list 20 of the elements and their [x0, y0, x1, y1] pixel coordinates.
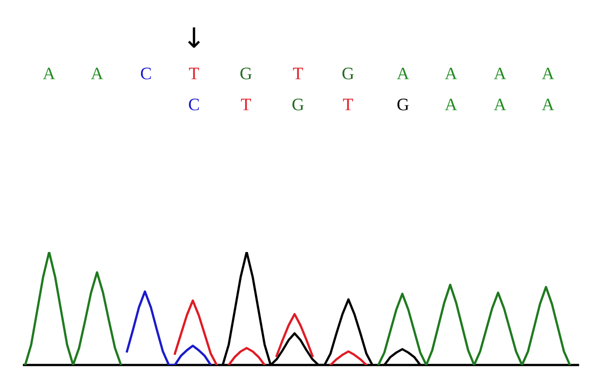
- text: A: [90, 68, 104, 80]
- text: T: [241, 98, 252, 110]
- text: T: [343, 98, 354, 110]
- text: G: [397, 98, 409, 110]
- text: A: [494, 68, 506, 80]
- text: A: [542, 68, 554, 80]
- text: C: [140, 68, 151, 80]
- text: A: [542, 98, 554, 110]
- text: A: [494, 98, 506, 110]
- text: A: [42, 68, 56, 80]
- text: A: [444, 68, 458, 80]
- text: G: [240, 68, 252, 80]
- text: A: [396, 68, 410, 80]
- text: G: [342, 68, 354, 80]
- text: G: [292, 98, 304, 110]
- text: C: [188, 98, 199, 110]
- text: T: [189, 68, 200, 80]
- text: A: [444, 98, 458, 110]
- text: ↓: [188, 27, 200, 48]
- text: T: [293, 68, 304, 80]
